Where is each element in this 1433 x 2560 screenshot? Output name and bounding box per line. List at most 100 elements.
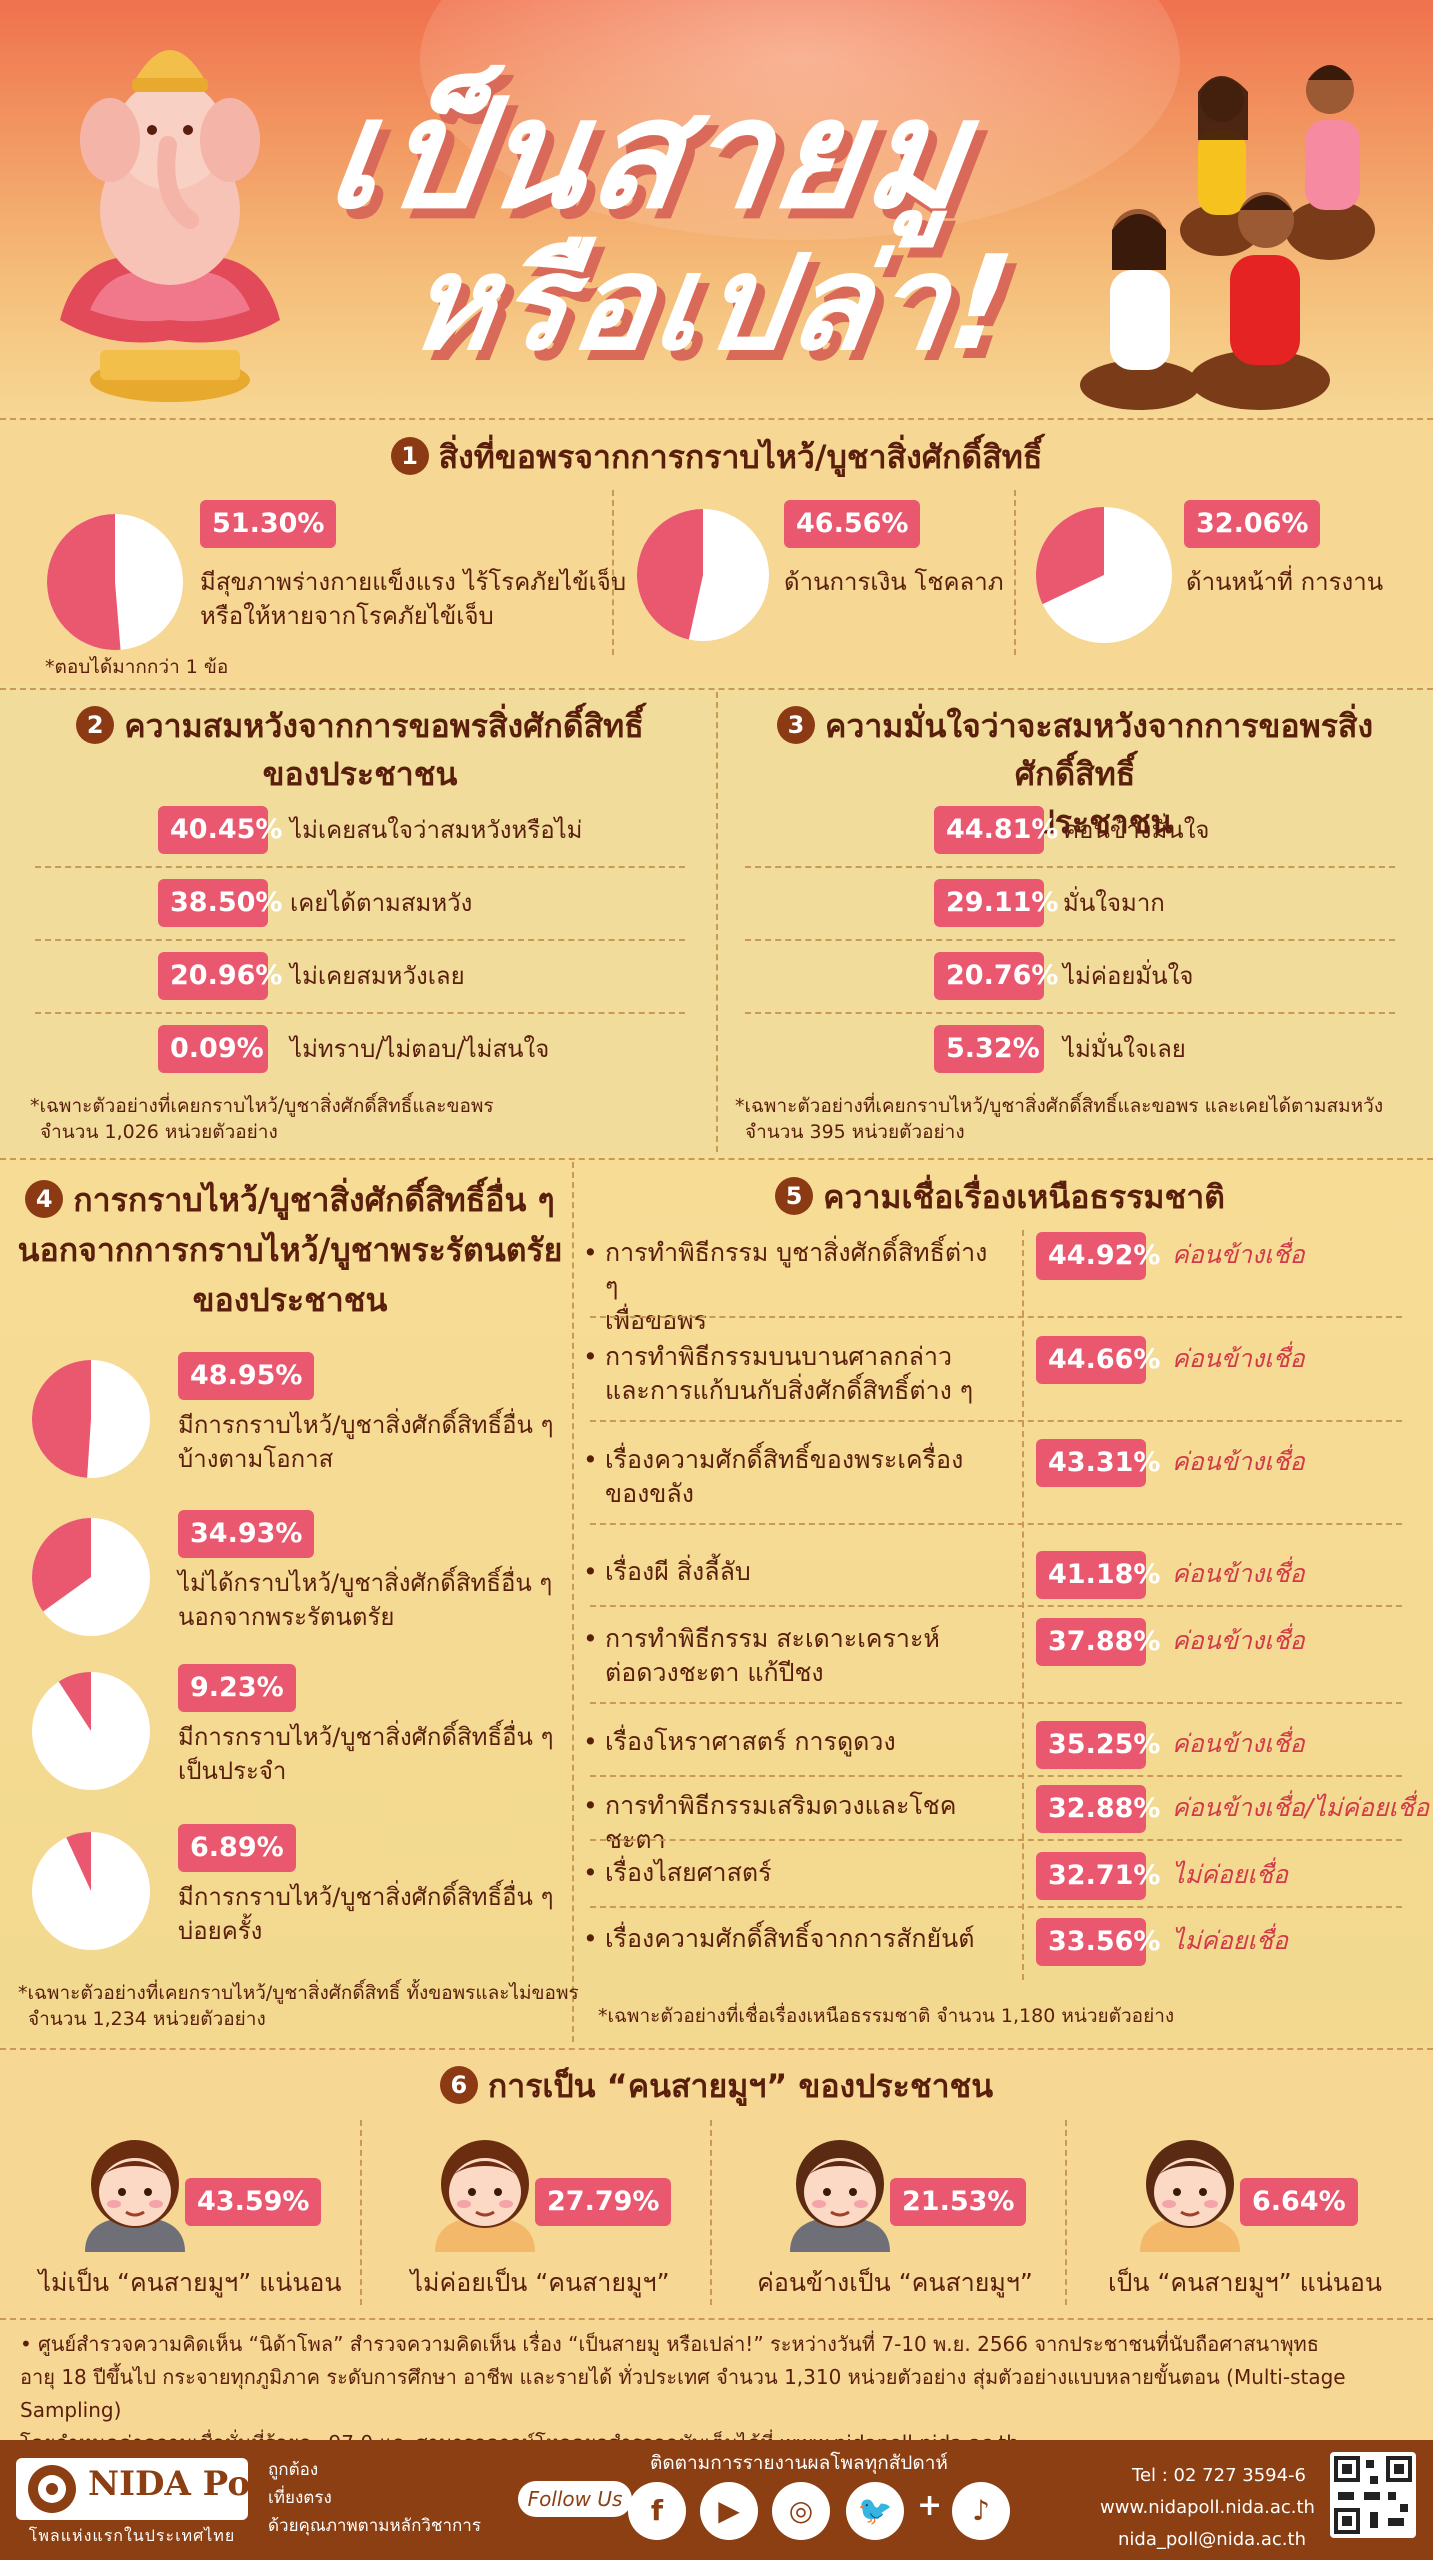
divider — [716, 692, 718, 1152]
section-2-note: *เฉพาะตัวอย่างที่เคยกราบไหว้/บูชาสิ่งศัก… — [30, 1095, 494, 1143]
worship-label: ไม่ได้กราบไหว้/บูชาสิ่งศักดิ์สิทธิ์อื่น … — [178, 1569, 553, 1631]
belief-level: ไม่ค่อยเชื่อ — [1172, 1926, 1288, 1955]
fulfilment-value: 40.45% — [158, 806, 282, 854]
divider — [590, 1775, 1402, 1777]
section-3-note: *เฉพาะตัวอย่างที่เคยกราบไหว้/บูชาสิ่งศัก… — [735, 1095, 1384, 1143]
supernatural-item-label: การทำพิธีกรรม สะเดาะเคราะห์ต่อดวงชะตา แก… — [583, 1622, 1005, 1690]
facebook-icon[interactable]: f — [628, 2482, 686, 2540]
divider — [745, 1012, 1395, 1014]
wish-career-label: ด้านหน้าที่ การงาน — [1186, 568, 1384, 596]
divider — [572, 1162, 574, 2042]
section-number-badge: 4 — [25, 1180, 64, 1218]
supernatural-value: 32.71% — [1036, 1852, 1160, 1900]
belief-level: ค่อนข้างเชื่อ — [1172, 1344, 1305, 1373]
supernatural-value: 32.88% — [1036, 1785, 1160, 1833]
footer-contact: Tel : 02 727 3594-6 www.nidapoll.nida.ac… — [1100, 2460, 1315, 2556]
worship-value: 34.93% — [178, 1510, 315, 1558]
divider — [0, 2318, 1433, 2320]
wish-pie-slice — [47, 514, 121, 650]
supernatural-value: 44.66% — [1036, 1336, 1160, 1384]
belief-level: ค่อนข้างเชื่อ/ไม่ค่อยเชื่อ — [1172, 1793, 1430, 1822]
twitter-icon[interactable]: 🐦 — [846, 2482, 904, 2540]
divider — [360, 2120, 362, 2305]
tel-text: Tel : 02 727 3594-6 — [1132, 2465, 1306, 2486]
section-number-badge: 5 — [775, 1177, 814, 1215]
worship-value: 48.95% — [178, 1352, 315, 1400]
section-4-note: *เฉพาะตัวอย่างที่เคยกราบไหว้/บูชาสิ่งศัก… — [18, 1982, 579, 2030]
wish-finance-value: 46.56% — [784, 500, 921, 548]
confidence-label: ค่อนข้างมั่นใจ — [1063, 816, 1210, 844]
fulfilment-label: เคยได้ตามสมหวัง — [290, 889, 473, 917]
divider — [590, 1839, 1402, 1841]
section-number-badge: 1 — [390, 437, 429, 475]
divider — [35, 939, 685, 941]
divider — [745, 939, 1395, 941]
qr-code-icon[interactable] — [1330, 2452, 1416, 2538]
worship-value: 6.89% — [178, 1824, 296, 1872]
pie-chart-worship-4 — [32, 1832, 150, 1950]
email-link[interactable]: nida_poll@nida.ac.th — [1117, 2529, 1306, 2550]
divider — [0, 688, 1433, 690]
divider — [710, 2120, 712, 2305]
belief-level: ค่อนข้างเชื่อ — [1172, 1729, 1305, 1758]
wish-health-value: 51.30% — [200, 500, 337, 548]
confidence-label: มั่นใจมาก — [1063, 889, 1165, 917]
section-number-badge: 2 — [76, 706, 115, 744]
pie-chart-wish-career — [1036, 507, 1172, 643]
section-6-title: 6 การเป็น “คนสายมูฯ” ของประชาชน — [0, 2062, 1433, 2110]
confidence-value: 5.32% — [934, 1025, 1044, 1073]
worship-label: มีการกราบไหว้/บูชาสิ่งศักดิ์สิทธิ์อื่น ๆ… — [178, 1883, 554, 1945]
fulfilment-label: ไม่ทราบ/ไม่ตอบ/ไม่สนใจ — [290, 1035, 550, 1063]
confidence-value: 29.11% — [934, 879, 1058, 927]
source-panel — [0, 2315, 1433, 2440]
supernatural-value: 44.92% — [1036, 1232, 1160, 1280]
person-avatar-icon — [85, 2140, 185, 2252]
ganesha-illustration — [60, 50, 280, 402]
belief-level: ไม่ค่อยเชื่อ — [1172, 1860, 1288, 1889]
divider — [0, 2048, 1433, 2050]
pie-chart-worship-2 — [32, 1518, 150, 1636]
saimu-label: ไม่เป็น “คนสายมูฯ” แน่นอน — [38, 2268, 342, 2297]
header-banner: เป็นสายมู หรือเปล่า! — [0, 0, 1433, 415]
belief-level: ค่อนข้างเชื่อ — [1172, 1559, 1305, 1588]
section-number-badge: 3 — [776, 706, 815, 744]
person-avatar-icon — [790, 2140, 890, 2252]
saimu-label: เป็น “คนสายมูฯ” แน่นอน — [1108, 2268, 1382, 2297]
person-avatar-icon — [435, 2140, 535, 2252]
footer-motto: ถูกต้อง เที่ยงตรง ด้วยคุณภาพตามหลักวิชาการ — [268, 2460, 481, 2536]
saimu-value: 21.53% — [890, 2178, 1027, 2226]
divider — [590, 1906, 1402, 1908]
saimu-value: 43.59% — [185, 2178, 322, 2226]
section-5-title: 5 ความเชื่อเรื่องเหนือธรรมชาติ — [580, 1173, 1420, 1221]
worship-pie-slice — [58, 1672, 91, 1731]
nida-emblem-icon — [28, 2465, 76, 2513]
belief-level: ค่อนข้างเชื่อ — [1172, 1447, 1305, 1476]
logo-text: NIDA Poll — [88, 2464, 276, 2504]
divider — [612, 490, 614, 655]
supernatural-value: 43.31% — [1036, 1439, 1160, 1487]
supernatural-value: 37.88% — [1036, 1618, 1160, 1666]
divider — [35, 1012, 685, 1014]
section-4-title: 4 การกราบไหว้/บูชาสิ่งศักดิ์สิทธิ์อื่น ๆ … — [17, 1180, 563, 1319]
belief-level: ค่อนข้างเชื่อ — [1172, 1240, 1305, 1269]
wish-pie-slice — [636, 509, 703, 640]
tiktok-icon[interactable]: ♪ — [952, 2482, 1010, 2540]
website-link[interactable]: www.nidapoll.nida.ac.th — [1100, 2497, 1315, 2518]
supernatural-item-label: เรื่องความศักดิ์สิทธิ์ของพระเครื่องของขล… — [583, 1443, 1005, 1511]
instagram-icon[interactable]: ◎ — [772, 2482, 830, 2540]
pie-chart-worship-1 — [32, 1360, 150, 1478]
worship-pie-slice — [32, 1360, 91, 1478]
follow-us-badge: Follow Us — [518, 2481, 632, 2517]
divider — [590, 1420, 1402, 1422]
section-number-badge: 6 — [439, 2066, 478, 2104]
title-line-1: เป็นสายมู — [317, 68, 982, 242]
youtube-icon[interactable]: ▶ — [700, 2482, 758, 2540]
supernatural-value: 35.25% — [1036, 1721, 1160, 1769]
wish-finance-label: ด้านการเงิน โชคลาภ — [784, 568, 1004, 596]
saimu-value: 6.64% — [1240, 2178, 1358, 2226]
divider — [0, 1158, 1433, 1160]
worshippers-illustration — [1080, 65, 1375, 410]
section-1-title: 1 สิ่งที่ขอพรจากการกราบไหว้/บูชาสิ่งศักดิ… — [0, 433, 1433, 481]
saimu-label: ไม่ค่อยเป็น “คนสายมูฯ” — [410, 2268, 670, 2297]
plus-sign: + — [917, 2488, 943, 2523]
